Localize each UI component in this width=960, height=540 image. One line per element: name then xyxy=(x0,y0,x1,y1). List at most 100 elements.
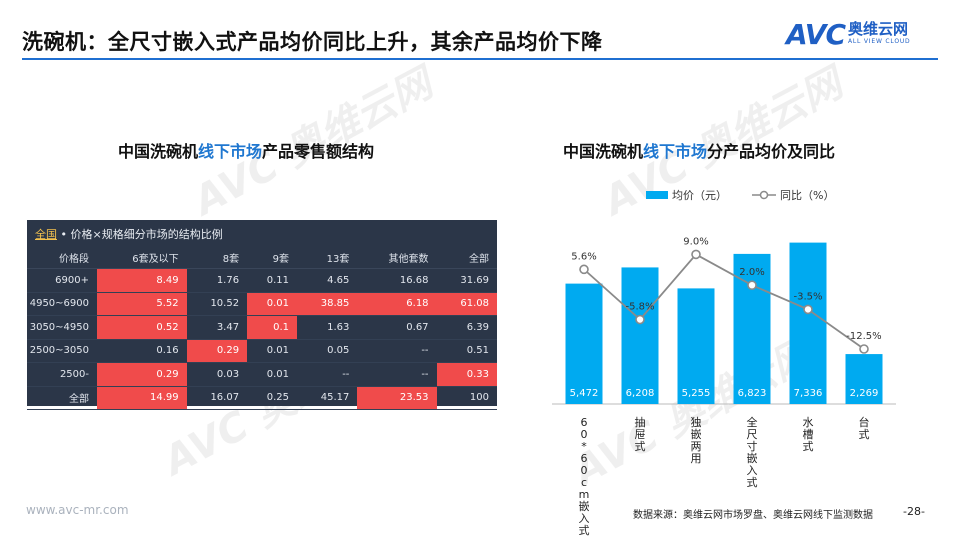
table-cell: 0.67 xyxy=(357,315,437,340)
row-label: 3050~4950 xyxy=(27,315,97,340)
table-caption: 全国 • 价格×规格细分市场的结构比例 xyxy=(35,226,223,242)
category-label-char: 台 xyxy=(859,415,870,429)
row-label: 6900+ xyxy=(27,268,97,293)
category-label-char: 式 xyxy=(747,476,758,489)
legend-line-marker xyxy=(759,190,769,200)
table-cell: 0.01 xyxy=(247,292,297,316)
table-cell: 0.01 xyxy=(247,339,297,363)
scope-link[interactable]: 全国 xyxy=(35,228,57,241)
column-header: 全部 xyxy=(436,246,497,269)
bar-value-label: 6,823 xyxy=(738,388,767,399)
category-label-char: c xyxy=(581,476,587,489)
row-label: 全部 xyxy=(27,386,97,410)
column-header: 6套及以下 xyxy=(97,246,187,269)
category-label-char: 用 xyxy=(691,452,702,465)
row-label: 4950~6900 xyxy=(27,292,97,316)
bar-value-label: 7,336 xyxy=(794,388,823,399)
category-label-char: 0 xyxy=(581,428,588,441)
table-cell: 0.51 xyxy=(436,339,497,363)
right-subtitle-highlight: 线下市场 xyxy=(643,142,708,161)
category-label-char: 两 xyxy=(691,440,702,453)
category-label-char: m xyxy=(579,488,590,501)
bar-4 xyxy=(789,242,827,404)
bar-0 xyxy=(565,283,603,404)
table-cell: 0.1 xyxy=(247,315,297,340)
category-label-char: 式 xyxy=(803,440,814,453)
site-url[interactable]: www.avc-mr.com xyxy=(26,503,129,517)
category-label-char: 入 xyxy=(747,464,758,477)
bar-value-label: 2,269 xyxy=(850,388,879,399)
table-row: 3050~4950 0.52 3.47 0.1 1.63 0.67 6.39 xyxy=(27,315,497,340)
yoy-point-5 xyxy=(859,344,869,354)
table-cell: 16.68 xyxy=(357,268,437,293)
row-label: 2500~3050 xyxy=(27,339,97,363)
left-subtitle-post: 产品零售额结构 xyxy=(262,142,375,161)
yoy-label: -3.5% xyxy=(793,291,822,302)
table-cell: 0.29 xyxy=(97,362,187,387)
table-row: 4950~6900 5.52 10.52 0.01 38.85 6.18 61.08 xyxy=(27,292,497,316)
table-cell: 0.16 xyxy=(97,339,187,363)
legend-bar-label: 均价（元） xyxy=(672,189,727,202)
table-cell: -- xyxy=(357,339,437,363)
page-number: -28- xyxy=(903,505,925,518)
title-divider xyxy=(22,58,938,60)
table-cell: 100 xyxy=(436,386,497,410)
category-label-char: 槽 xyxy=(803,428,814,441)
table-cell: 8.49 xyxy=(97,268,187,293)
table-cell: 0.01 xyxy=(247,362,297,387)
table-cell: -- xyxy=(357,362,437,387)
table-cell: 0.52 xyxy=(97,315,187,340)
table-cell: 3.47 xyxy=(186,315,248,340)
yoy-line xyxy=(583,253,865,350)
right-subtitle-pre: 中国洗碗机 xyxy=(563,142,644,161)
column-header: 13套 xyxy=(296,246,358,269)
left-subtitle-highlight: 线下市场 xyxy=(198,142,263,161)
table-cell: 23.53 xyxy=(357,386,437,410)
yoy-point-2 xyxy=(691,249,701,260)
table-cell: 0.11 xyxy=(247,268,297,293)
page-title: 洗碗机：全尺寸嵌入式产品均价同比上升，其余产品均价下降 xyxy=(22,30,603,54)
avc-logo: AVC 奥维云网 ALL VIEW CLOUD xyxy=(786,18,936,52)
right-subtitle-post: 分产品均价及同比 xyxy=(707,142,836,161)
column-header: 价格段 xyxy=(27,246,97,269)
category-label-char: * xyxy=(581,440,587,453)
table-cell: 31.69 xyxy=(436,268,497,293)
yoy-point-1 xyxy=(635,314,645,325)
logo-en: ALL VIEW CLOUD xyxy=(848,38,911,45)
yoy-point-4 xyxy=(803,304,813,315)
yoy-point-0 xyxy=(579,264,589,275)
table-row: 2500~3050 0.16 0.29 0.01 0.05 -- 0.51 xyxy=(27,339,497,363)
table-row: 2500- 0.29 0.03 0.01 -- -- 0.33 xyxy=(27,362,497,387)
table-cell: 61.08 xyxy=(436,292,497,316)
table-cell: 14.99 xyxy=(97,386,187,410)
logo-mark: AVC xyxy=(786,18,846,51)
table-grid: 价格段 6套及以下 8套 9套 13套 其他套数 全部 6900+ 8.49 1.76 0.11 4… xyxy=(27,246,497,410)
category-label-char: 寸 xyxy=(747,439,758,453)
category-label-char: 嵌 xyxy=(747,452,758,465)
table-cell: -- xyxy=(296,362,358,387)
yoy-label: 5.6% xyxy=(571,251,596,262)
category-label-char: 0 xyxy=(581,464,588,477)
bar-2 xyxy=(677,288,715,404)
column-header: 其他套数 xyxy=(357,246,437,269)
legend-line-label: 同比（%） xyxy=(780,189,834,202)
table-cell: 0.03 xyxy=(186,362,248,387)
category-label-char: 嵌 xyxy=(579,500,590,513)
table-cell: 10.52 xyxy=(186,292,248,316)
table-row: 全部 14.99 16.07 0.25 45.17 23.53 100 xyxy=(27,386,497,410)
category-label-char: 独 xyxy=(691,416,702,429)
category-label-char: 式 xyxy=(859,428,870,441)
table-cell: 0.25 xyxy=(247,386,297,410)
yoy-label: 2.0% xyxy=(739,267,764,278)
table-cell: 1.76 xyxy=(186,268,248,293)
bar-value-label: 6,208 xyxy=(626,388,655,399)
table-caption-text: • 价格×规格细分市场的结构比例 xyxy=(57,228,223,241)
row-label: 2500- xyxy=(27,362,97,387)
table-cell: 16.07 xyxy=(186,386,248,410)
category-label-char: 6 xyxy=(581,452,588,465)
logo-cn: 奥维云网 xyxy=(848,20,909,38)
category-label-char: 嵌 xyxy=(691,428,702,441)
right-subtitle: 中国洗碗机线下市场分产品均价及同比 xyxy=(563,138,835,162)
yoy-label: -5.8% xyxy=(625,302,654,313)
